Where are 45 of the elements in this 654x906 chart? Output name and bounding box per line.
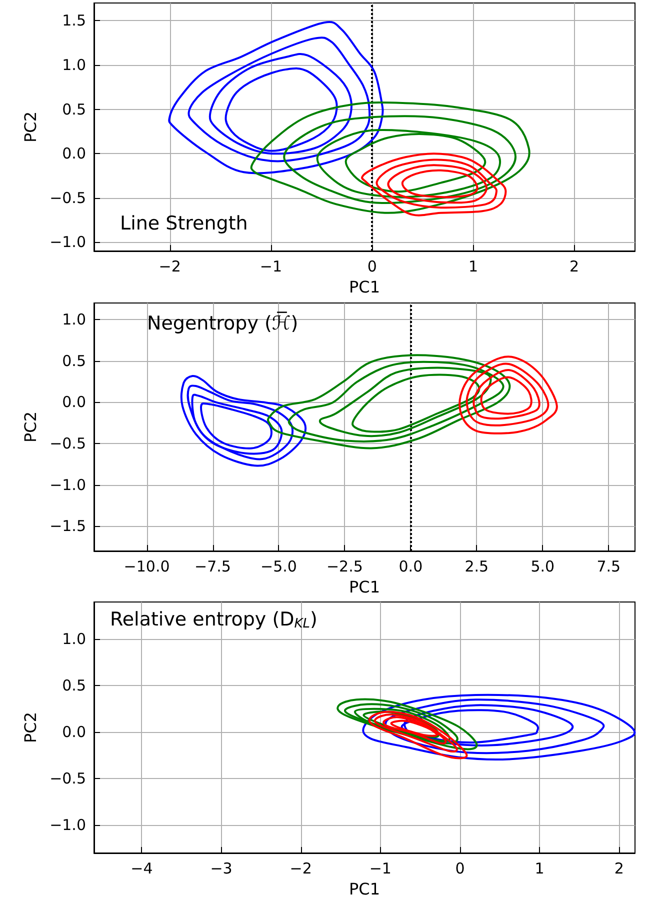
y-tick-label: −0.5 [50,188,86,207]
x-tick-label: 1 [534,860,544,878]
x-tick-label: −2.5 [326,558,363,576]
x-axis-title: PC1 [349,880,380,898]
x-tick-label: 7.5 [596,558,621,576]
annotation: Negentropy (ℋ̅) [147,311,298,334]
x-tick-label: 1 [468,258,478,276]
x-tick-label: 0 [367,258,377,276]
y-tick-label: −1.0 [50,233,86,252]
y-tick-label: 0.0 [62,723,86,742]
y-tick-label: 1.0 [62,630,86,648]
x-tick-label: 2.5 [464,558,489,576]
x-axis-title: PC1 [349,278,380,296]
y-tick-label: 1.5 [62,12,86,30]
y-tick-label: 0.0 [62,144,86,163]
x-tick-label: −2 [158,258,181,276]
y-tick-label: −1.0 [50,476,86,494]
x-tick-label: −1 [369,860,392,878]
y-axis-title: PC2 [21,112,40,142]
x-tick-label: −5.0 [260,558,297,576]
x-tick-label: −7.5 [194,558,231,576]
y-tick-label: 1.0 [62,56,86,74]
y-tick-label: 0.5 [62,100,86,118]
y-tick-label: −0.5 [50,434,86,453]
x-tick-label: 0.0 [398,558,423,576]
y-tick-label: −1.0 [50,816,86,834]
x-tick-label: −10.0 [124,558,170,576]
x-tick-label: 5.0 [530,558,555,576]
x-tick-label: −4 [130,860,153,878]
y-axis-title: PC2 [21,712,40,743]
x-tick-label: 0 [455,860,465,878]
x-tick-label: 2 [614,860,624,878]
y-tick-label: 0.5 [62,352,86,370]
y-axis-title: PC2 [21,412,40,442]
y-tick-label: 1.0 [62,310,86,329]
y-tick-label: 0.5 [62,676,86,695]
y-tick-label: −1.5 [50,517,86,536]
x-tick-label: −1 [260,258,282,276]
x-tick-label: 2 [570,258,580,276]
y-tick-label: 0.0 [62,393,86,412]
x-tick-label: −3 [210,860,232,878]
x-axis-title: PC1 [349,578,380,596]
annotation: Line Strength [120,212,248,234]
x-tick-label: −2 [290,860,312,878]
y-tick-label: −0.5 [50,770,86,788]
